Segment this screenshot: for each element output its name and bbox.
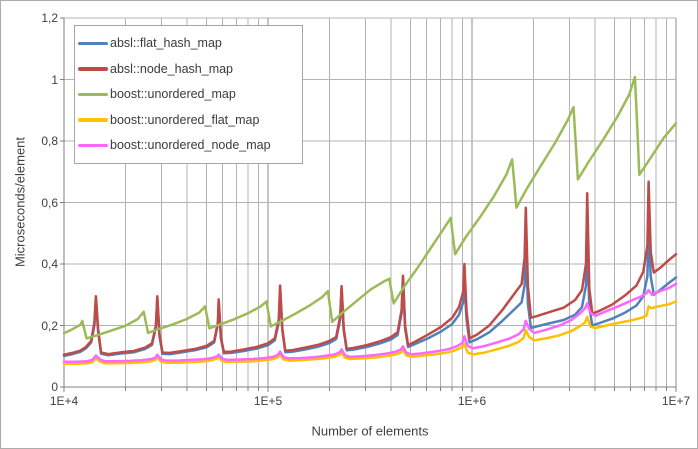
legend-line-sample [78, 118, 108, 122]
y-axis-title: Microseconds/element [12, 136, 28, 268]
legend-line-sample [78, 41, 108, 46]
legend-item-label: boost::unordered_flat_map [110, 112, 260, 127]
series-line [62, 282, 678, 364]
x-tick-label: 1E+7 [661, 394, 691, 408]
legend-line-sample [78, 143, 108, 147]
x-tick-label: 1E+5 [253, 394, 283, 408]
y-tick-label: 0,8 [41, 134, 58, 148]
series-line [62, 75, 678, 340]
legend-item: boost::unordered_flat_map [78, 114, 300, 127]
legend-item: absl::node_hash_map [78, 63, 300, 76]
legend-line-sample [78, 92, 108, 97]
series-line [62, 300, 678, 366]
series-line [62, 180, 678, 356]
y-tick-label: 1 [51, 72, 58, 87]
legend-item: absl::flat_hash_map [78, 37, 300, 50]
legend-item-label: boost::unordered_map [110, 87, 236, 102]
y-tick-label: 0,4 [41, 257, 58, 271]
legend-line-sample [78, 67, 108, 71]
legend-item-label: boost::unordered_node_map [110, 138, 271, 152]
x-tick-label: 1E+6 [457, 394, 487, 408]
y-tick-label: 0 [51, 380, 58, 394]
x-axis-title: Number of elements [311, 423, 429, 439]
x-tick-label: 1E+4 [49, 394, 79, 408]
y-tick-label: 0,2 [41, 318, 58, 333]
legend-item: boost::unordered_node_map [78, 139, 300, 152]
legend-item: boost::unordered_map [78, 88, 300, 101]
y-tick-label: 0,6 [41, 195, 58, 210]
legend-item-label: absl::flat_hash_map [110, 36, 222, 51]
series-line [62, 228, 678, 358]
legend-item-label: absl::node_hash_map [110, 61, 234, 76]
y-tick-label: 1,2 [41, 11, 58, 25]
